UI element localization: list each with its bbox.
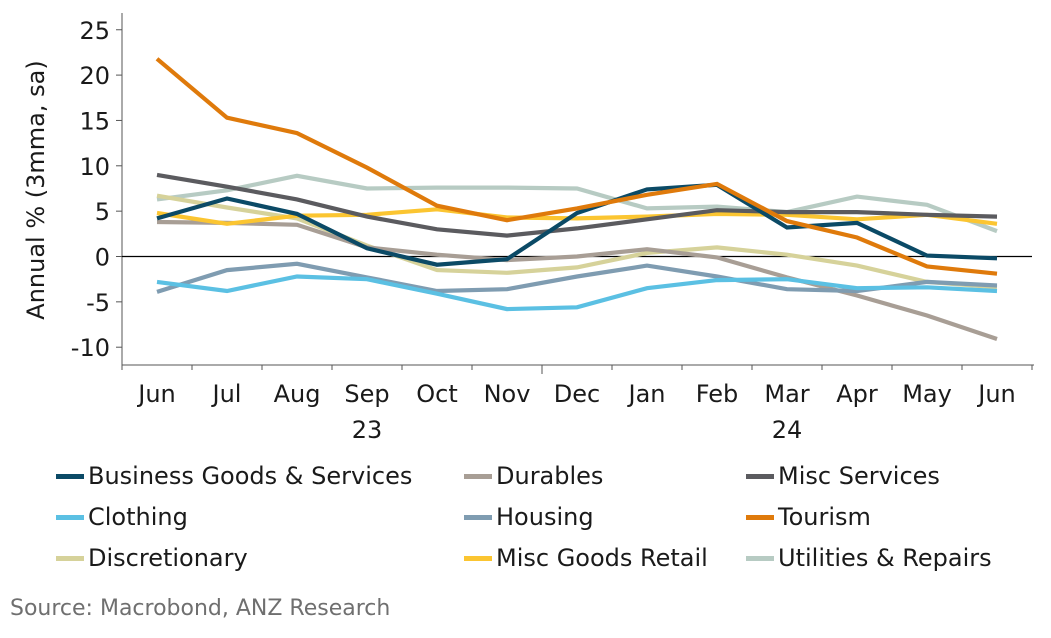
y-tick-label: 20 xyxy=(79,62,110,90)
legend-swatch xyxy=(746,514,774,520)
y-tick-label: 0 xyxy=(95,244,110,272)
x-tick-label: Apr xyxy=(836,380,878,408)
legend-label: Utilities & Repairs xyxy=(778,544,992,572)
x-year-label: 24 xyxy=(772,416,803,444)
legend-swatch xyxy=(56,514,84,520)
y-tick-label: -10 xyxy=(71,334,110,362)
x-tick-label: Jun xyxy=(136,380,176,408)
series-line-durables xyxy=(156,219,998,341)
legend-label: Misc Goods Retail xyxy=(496,544,708,572)
x-tick-label: Jan xyxy=(627,380,666,408)
legend-swatch xyxy=(56,555,84,561)
x-tick-label: Sep xyxy=(344,380,389,408)
series-line-business-goods-and-services xyxy=(156,182,998,267)
source-note: Source: Macrobond, ANZ Research xyxy=(10,596,391,621)
series-line-discretionary xyxy=(156,193,998,290)
x-tick-label: Jun xyxy=(976,380,1016,408)
series-line-utilities-and-repairs xyxy=(156,173,998,234)
y-tick-label: 10 xyxy=(79,153,110,181)
legend-swatch xyxy=(464,514,492,520)
line-chart: 25 20 15 10 5 0 -5 -10 Jun Jul Aug Sep Oct Nov Dec Jan… xyxy=(22,13,1034,444)
x-tick-label: Dec xyxy=(554,380,600,408)
legend-item-clothing: Clothing xyxy=(56,502,188,532)
x-tick-label: May xyxy=(902,380,952,408)
x-tick-label: Feb xyxy=(696,380,739,408)
series-line-misc-services xyxy=(156,172,998,238)
legend-swatch xyxy=(464,555,492,561)
legend-item-tourism: Tourism xyxy=(746,502,871,532)
legend-item-misc-services: Misc Services xyxy=(746,461,940,491)
x-tick-label: Nov xyxy=(484,380,531,408)
y-axis-title: Annual % (3mma, sa) xyxy=(22,60,50,319)
x-tick-label: Jul xyxy=(211,380,242,408)
series-line-clothing xyxy=(156,274,998,312)
legend-label: Business Goods & Services xyxy=(88,462,413,490)
legend-swatch xyxy=(56,473,84,479)
legend-label: Durables xyxy=(496,462,604,490)
x-tick-label: Mar xyxy=(764,380,809,408)
x-year-label: 23 xyxy=(352,416,383,444)
legend-label: Housing xyxy=(496,503,594,531)
legend-item-misc-goods-retail: Misc Goods Retail xyxy=(464,543,708,573)
legend-item-utilities-and-repairs: Utilities & Repairs xyxy=(746,543,992,573)
legend-label: Misc Services xyxy=(778,462,940,490)
x-axis: Jun Jul Aug Sep Oct Nov Dec Jan Feb Mar Apr May Jun 2… xyxy=(121,364,1034,444)
series-line-tourism xyxy=(155,57,998,276)
x-tick-label: Oct xyxy=(416,380,458,408)
legend-item-durables: Durables xyxy=(464,461,603,491)
legend-swatch xyxy=(746,473,774,479)
y-tick-label: 25 xyxy=(79,17,110,45)
legend-label: Clothing xyxy=(88,503,188,531)
y-tick-label: -5 xyxy=(86,289,110,317)
legend-item-discretionary: Discretionary xyxy=(56,543,248,573)
x-tick-label: Aug xyxy=(274,380,321,408)
series-layer xyxy=(155,57,998,341)
legend-swatch xyxy=(464,473,492,479)
legend-item-business-goods-and-services: Business Goods & Services xyxy=(56,461,412,491)
y-tick-label: 15 xyxy=(79,107,110,135)
legend-item-housing: Housing xyxy=(464,502,594,532)
legend-label: Tourism xyxy=(778,503,871,531)
legend-swatch xyxy=(746,555,774,561)
legend-label: Discretionary xyxy=(88,544,248,572)
series-line-housing xyxy=(156,261,998,294)
y-tick-label: 5 xyxy=(95,198,110,226)
